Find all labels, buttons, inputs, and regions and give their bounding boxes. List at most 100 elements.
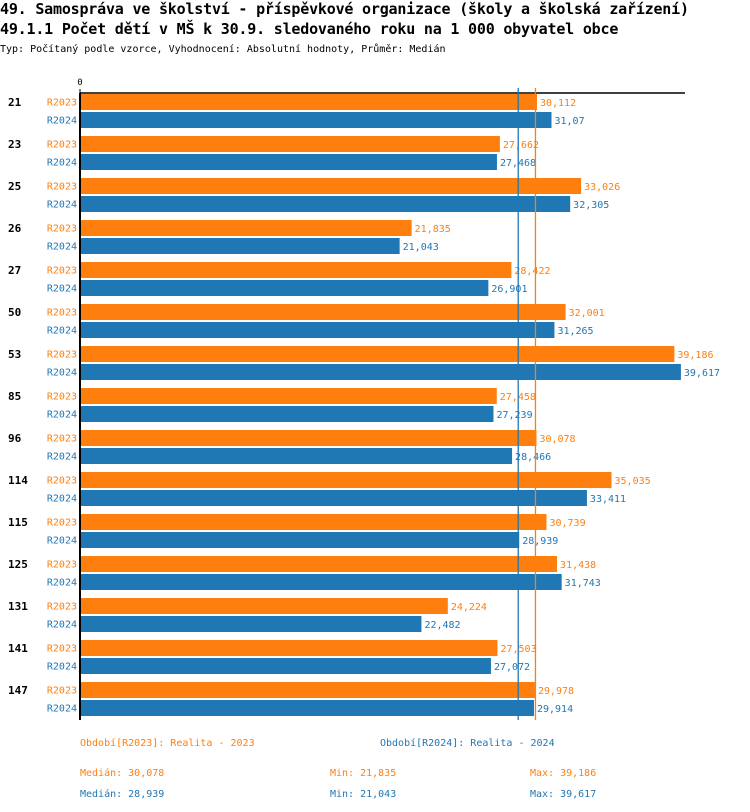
bar-r2024 bbox=[81, 574, 562, 590]
series-label-r2023: R2023 bbox=[47, 476, 77, 487]
bar-r2024 bbox=[81, 196, 571, 212]
series-label-r2024: R2024 bbox=[47, 158, 77, 169]
bar-r2024 bbox=[81, 490, 587, 506]
series-label-r2024: R2024 bbox=[47, 452, 77, 463]
category-label: 26 bbox=[8, 222, 22, 235]
data-label-r2023: 29,978 bbox=[538, 686, 574, 697]
page-title: 49. Samospráva ve školství - příspěvkové… bbox=[0, 0, 689, 18]
series-label-r2023: R2023 bbox=[47, 434, 77, 445]
series-label-r2023: R2023 bbox=[47, 518, 77, 529]
stat-max-r2024: Max: 39,617 bbox=[530, 789, 597, 800]
bar-r2024 bbox=[81, 658, 491, 674]
data-label-r2023: 30,112 bbox=[540, 98, 576, 109]
bar-r2023 bbox=[81, 220, 412, 236]
data-label-r2024: 32,305 bbox=[573, 200, 609, 211]
series-label-r2024: R2024 bbox=[47, 200, 77, 211]
bar-r2023 bbox=[81, 304, 566, 320]
series-label-r2024: R2024 bbox=[47, 368, 77, 379]
data-label-r2024: 22,482 bbox=[424, 620, 460, 631]
x-tick-label: 0 bbox=[77, 78, 82, 88]
bar-r2023 bbox=[81, 346, 675, 362]
data-label-r2024: 33,411 bbox=[590, 494, 626, 505]
stat-min-r2024: Min: 21,043 bbox=[330, 789, 397, 800]
category-label: 125 bbox=[8, 558, 28, 571]
bar-r2023 bbox=[81, 556, 558, 572]
data-label-r2023: 28,422 bbox=[514, 266, 550, 277]
data-label-r2023: 32,001 bbox=[569, 308, 605, 319]
series-label-r2023: R2023 bbox=[47, 392, 77, 403]
category-label: 147 bbox=[8, 684, 28, 697]
bar-r2024 bbox=[81, 322, 555, 338]
series-label-r2024: R2024 bbox=[47, 242, 77, 253]
stat-min-r2023: Min: 21,835 bbox=[330, 768, 397, 779]
category-label: 141 bbox=[8, 642, 28, 655]
bar-r2024 bbox=[81, 112, 552, 128]
bar-r2023 bbox=[81, 136, 500, 152]
series-label-r2023: R2023 bbox=[47, 644, 77, 655]
data-label-r2023: 24,224 bbox=[451, 602, 487, 613]
series-label-r2023: R2023 bbox=[47, 224, 77, 235]
series-label-r2024: R2024 bbox=[47, 326, 77, 337]
series-label-r2023: R2023 bbox=[47, 98, 77, 109]
bar-r2023 bbox=[81, 682, 535, 698]
series-label-r2023: R2023 bbox=[47, 602, 77, 613]
bar-r2023 bbox=[81, 640, 498, 656]
bar-r2024 bbox=[81, 280, 489, 296]
series-label-r2024: R2024 bbox=[47, 662, 77, 673]
category-label: 25 bbox=[8, 180, 21, 193]
category-label: 53 bbox=[8, 348, 21, 361]
series-label-r2024: R2024 bbox=[47, 284, 77, 295]
bar-r2024 bbox=[81, 616, 422, 632]
category-label: 85 bbox=[8, 390, 21, 403]
series-label-r2023: R2023 bbox=[47, 182, 77, 193]
category-label: 27 bbox=[8, 264, 21, 277]
category-label: 23 bbox=[8, 138, 21, 151]
data-label-r2024: 28,939 bbox=[522, 536, 558, 547]
series-label-r2024: R2024 bbox=[47, 494, 77, 505]
stat-median-r2024: Medián: 28,939 bbox=[80, 789, 165, 800]
data-label-r2024: 21,043 bbox=[403, 242, 439, 253]
bar-r2024 bbox=[81, 364, 681, 380]
bar-r2023 bbox=[81, 388, 497, 404]
data-label-r2023: 39,186 bbox=[677, 350, 713, 361]
series-label-r2023: R2023 bbox=[47, 140, 77, 151]
data-label-r2024: 31,07 bbox=[554, 116, 584, 127]
bar-r2024 bbox=[81, 448, 513, 464]
series-label-r2023: R2023 bbox=[47, 560, 77, 571]
bar-r2024 bbox=[81, 406, 494, 422]
series-label-r2023: R2023 bbox=[47, 266, 77, 277]
bar-r2024 bbox=[81, 700, 534, 716]
legend-r2024: Období[R2024]: Realita - 2024 bbox=[380, 738, 555, 749]
stat-median-r2023: Medián: 30,078 bbox=[80, 768, 165, 779]
bar-r2023 bbox=[81, 262, 512, 278]
stat-max-r2023: Max: 39,186 bbox=[530, 768, 597, 779]
category-label: 131 bbox=[8, 600, 28, 613]
legend-r2023: Období[R2023]: Realita - 2023 bbox=[80, 738, 255, 749]
bar-r2024 bbox=[81, 154, 497, 170]
bar-r2023 bbox=[81, 598, 448, 614]
category-label: 21 bbox=[8, 96, 22, 109]
data-label-r2024: 31,743 bbox=[565, 578, 601, 589]
data-label-r2024: 31,265 bbox=[557, 326, 593, 337]
data-label-r2024: 28,466 bbox=[515, 452, 551, 463]
series-label-r2024: R2024 bbox=[47, 410, 77, 421]
chart-title: 49.1.1 Počet dětí v MŠ k 30.9. sledované… bbox=[0, 20, 619, 38]
bar-r2024 bbox=[81, 238, 400, 254]
category-label: 96 bbox=[8, 432, 22, 445]
series-label-r2024: R2024 bbox=[47, 578, 77, 589]
bar-r2023 bbox=[81, 178, 582, 194]
data-label-r2023: 35,035 bbox=[615, 476, 651, 487]
data-label-r2023: 30,078 bbox=[539, 434, 575, 445]
series-label-r2024: R2024 bbox=[47, 704, 77, 715]
data-label-r2023: 31,438 bbox=[560, 560, 596, 571]
series-label-r2023: R2023 bbox=[47, 350, 77, 361]
bar-r2024 bbox=[81, 532, 520, 548]
chart-meta: Typ: Počítaný podle vzorce, Vyhodnocení:… bbox=[0, 44, 446, 55]
data-label-r2024: 29,914 bbox=[537, 704, 573, 715]
data-label-r2023: 27,662 bbox=[503, 140, 539, 151]
bar-r2023 bbox=[81, 514, 547, 530]
series-label-r2023: R2023 bbox=[47, 308, 77, 319]
data-label-r2023: 21,835 bbox=[415, 224, 451, 235]
category-label: 50 bbox=[8, 306, 21, 319]
category-label: 115 bbox=[8, 516, 28, 529]
